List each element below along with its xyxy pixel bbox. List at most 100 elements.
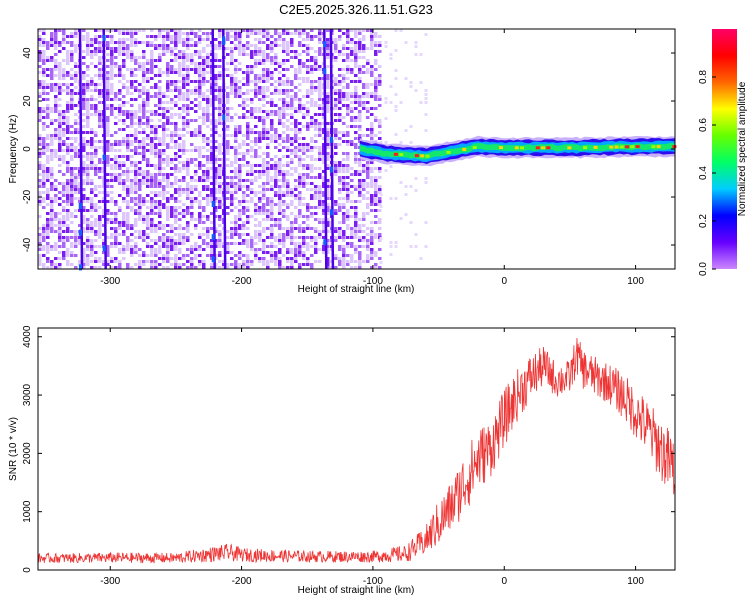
noise-cell: [62, 149, 66, 152]
noise-cell: [174, 134, 178, 137]
noise-cell: [158, 59, 162, 62]
noise-cell: [138, 248, 142, 251]
noise-cell: [126, 263, 130, 266]
noise-cell: [174, 233, 178, 236]
noise-cell: [42, 50, 46, 53]
noise-cell: [306, 71, 310, 74]
noise-cell: [374, 98, 378, 101]
noise-cell: [254, 140, 258, 143]
noise-cell: [118, 251, 122, 254]
noise-cell: [358, 98, 362, 101]
noise-cell: [46, 44, 50, 47]
noise-cell: [358, 80, 362, 83]
noise-cell: [166, 74, 170, 77]
noise-cell: [266, 266, 270, 269]
noise-cell: [394, 105, 398, 108]
noise-cell: [278, 38, 282, 41]
noise-cell: [238, 116, 242, 119]
noise-cell: [62, 209, 66, 212]
noise-cell: [318, 128, 322, 131]
noise-cell: [302, 62, 306, 65]
noise-cell: [94, 50, 98, 53]
noise-cell: [370, 194, 374, 197]
noise-cell: [178, 236, 182, 239]
noise-cell: [98, 185, 102, 188]
noise-cell: [50, 38, 54, 41]
noise-cell: [118, 194, 122, 197]
noise-cell: [190, 176, 194, 179]
noise-cell: [278, 191, 282, 194]
noise-cell: [158, 104, 162, 107]
noise-cell: [306, 65, 310, 68]
noise-cell: [174, 164, 178, 167]
noise-cell: [278, 149, 282, 152]
noise-cell: [62, 134, 66, 137]
noise-cell: [290, 95, 294, 98]
noise-cell: [218, 116, 222, 119]
noise-cell: [310, 263, 314, 266]
noise-cell: [242, 116, 246, 119]
noise-cell: [74, 245, 78, 248]
noise-cell: [218, 35, 222, 38]
noise-cell: [62, 116, 66, 119]
noise-cell: [122, 224, 126, 227]
noise-cell: [94, 89, 98, 92]
noise-cell: [130, 179, 134, 182]
colorbar-ticks: 0.00.20.40.60.8: [698, 70, 716, 276]
noise-cell: [286, 218, 290, 221]
noise-cell: [162, 29, 166, 32]
noise-cell: [142, 149, 146, 152]
noise-cell: [142, 218, 146, 221]
noise-cell: [274, 110, 278, 113]
noise-cell: [54, 101, 58, 104]
noise-cell: [186, 260, 190, 263]
noise-cell: [150, 263, 154, 266]
noise-cell: [250, 146, 254, 149]
noise-cell: [290, 41, 294, 44]
noise-cell: [326, 179, 330, 182]
noise-cell: [270, 257, 274, 260]
noise-cell: [262, 206, 266, 209]
noise-cell: [66, 209, 70, 212]
noise-cell: [86, 227, 90, 230]
noise-cell: [338, 170, 342, 173]
carrier-peak: [635, 145, 640, 149]
noise-cell: [70, 221, 74, 224]
noise-cell: [138, 173, 142, 176]
noise-cell: [74, 47, 78, 50]
noise-cell: [286, 104, 290, 107]
noise-cell: [314, 128, 318, 131]
noise-cell: [310, 29, 314, 32]
noise-cell: [234, 95, 238, 98]
noise-cell: [310, 245, 314, 248]
noise-cell: [70, 83, 74, 86]
noise-cell: [126, 80, 130, 83]
noise-cell: [70, 242, 74, 245]
noise-cell: [142, 179, 146, 182]
noise-cell: [409, 141, 413, 144]
noise-cell: [54, 86, 58, 89]
noise-cell: [66, 164, 70, 167]
noise-cell: [42, 248, 46, 251]
noise-cell: [154, 113, 158, 116]
noise-cell: [130, 140, 134, 143]
noise-cell: [302, 65, 306, 68]
noise-cell: [142, 65, 146, 68]
noise-cell: [50, 167, 54, 170]
noise-cell: [62, 173, 66, 176]
noise-cell: [114, 107, 118, 110]
noise-cell: [302, 197, 306, 200]
noise-cell: [90, 167, 94, 170]
noise-cell: [162, 95, 166, 98]
noise-cell: [266, 176, 270, 179]
noise-cell: [118, 143, 122, 146]
noise-cell: [54, 185, 58, 188]
noise-cell: [246, 128, 250, 131]
noise-cell: [298, 215, 302, 218]
noise-cell: [306, 146, 310, 149]
noise-cell: [258, 98, 262, 101]
noise-cell: [138, 206, 142, 209]
noise-cell: [110, 191, 114, 194]
noise-cell: [342, 80, 346, 83]
noise-cell: [318, 185, 322, 188]
